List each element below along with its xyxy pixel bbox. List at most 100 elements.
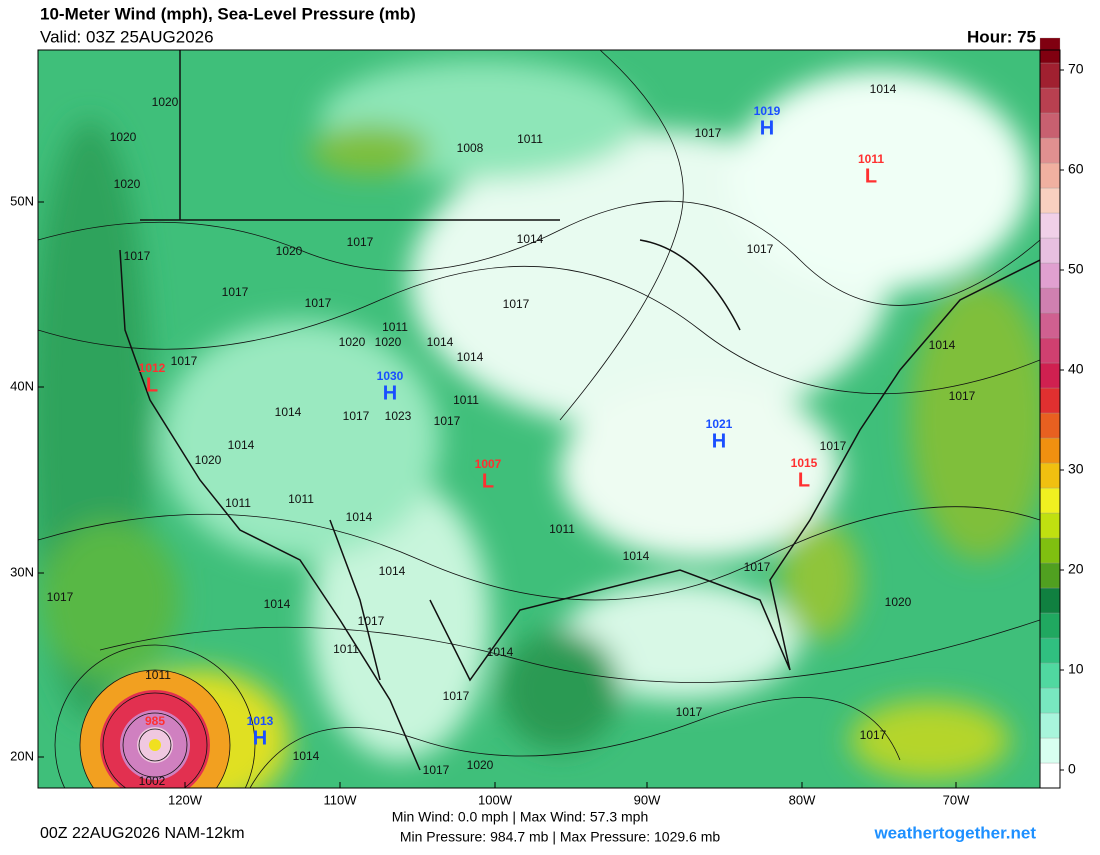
isobar-label: 1014: [487, 645, 514, 659]
isobar-label: 1017: [860, 728, 887, 742]
center-value: 1013: [247, 714, 274, 728]
lat-label: 50N: [10, 193, 34, 208]
isobar-label: 1014: [293, 749, 320, 763]
isobar-label: 1017: [343, 409, 370, 423]
isobar-label: 1017: [305, 296, 332, 310]
center-value: 1015: [791, 456, 818, 470]
isobar-label: 1017: [503, 297, 530, 311]
isobar-label: 1014: [623, 549, 650, 563]
isobar-label: 1014: [228, 438, 255, 452]
isobar-label: 1014: [379, 564, 406, 578]
colorbar-swatch: [1039, 312, 1061, 339]
isobar-label: 1014: [929, 338, 956, 352]
isobar-label: 1020: [885, 595, 912, 609]
isobar-label: 1011: [145, 668, 171, 682]
lon-label: 100W: [478, 792, 513, 807]
isobar-label: 1017: [347, 235, 374, 249]
isobar-label: 1014: [427, 335, 454, 349]
isobar-label: 1017: [222, 285, 249, 299]
center-letter: L: [865, 165, 877, 187]
lat-label: 40N: [10, 378, 34, 393]
isobar-label: 1014: [275, 405, 302, 419]
center-value: 1030: [377, 369, 404, 383]
isobar-label: 1014: [870, 82, 897, 96]
center-letter: H: [760, 117, 774, 139]
colorbar-swatch: [1039, 737, 1061, 764]
isobar-label: 1020: [375, 335, 402, 349]
colorbar-label: 20: [1068, 561, 1084, 577]
colorbar-swatch: [1039, 462, 1061, 489]
isobar-label: 1020: [339, 335, 366, 349]
colorbar-swatch: [1039, 412, 1061, 439]
isobar-label: 1017: [423, 763, 450, 777]
colorbar-swatch: [1039, 337, 1061, 364]
center-letter: H: [712, 430, 726, 452]
colorbar-label: 30: [1068, 461, 1084, 477]
colorbar-label: 50: [1068, 261, 1084, 277]
isobar-label: 1017: [47, 590, 74, 604]
colorbar-swatch: [1039, 187, 1061, 214]
model-run: 00Z 22AUG2026 NAM-12km: [40, 825, 245, 842]
site-credit[interactable]: weathertogether.net: [873, 823, 1036, 842]
colorbar-label: 0: [1068, 761, 1076, 777]
colorbar-swatch: [1039, 712, 1061, 739]
isobar-label: 1017: [124, 249, 151, 263]
isobar-label: 1017: [434, 414, 461, 428]
forecast-hour: Hour: 75: [967, 27, 1036, 46]
colorbar-swatch: [1039, 362, 1061, 389]
wind-stats: Min Wind: 0.0 mph | Max Wind: 57.3 mph: [392, 809, 649, 825]
colorbar-swatch: [1039, 237, 1061, 264]
colorbar-swatch: [1039, 437, 1061, 464]
colorbar-swatch: [1039, 562, 1061, 589]
center-value: 1021: [706, 417, 733, 431]
lat-label: 30N: [10, 564, 34, 579]
isobar-label: 1023: [385, 409, 412, 423]
isobar-label: 1011: [517, 132, 543, 146]
isobar-label: 1014: [264, 597, 291, 611]
lat-label: 20N: [10, 748, 34, 763]
isobar-label: 1020: [110, 130, 137, 144]
colorbar-swatch: [1039, 212, 1061, 239]
lon-label: 70W: [943, 792, 970, 807]
center-letter: H: [383, 382, 397, 404]
colorbar-swatch: [1039, 262, 1061, 289]
isobar-label: 1011: [288, 492, 314, 506]
colorbar-swatch: [1039, 287, 1061, 314]
lon-label: 80W: [789, 792, 816, 807]
center-value: 1012: [139, 361, 166, 375]
colorbar-swatch: [1039, 487, 1061, 514]
isobar-label: 1011: [225, 496, 251, 510]
center-value: 1019: [754, 104, 781, 118]
lon-label: 110W: [324, 792, 358, 807]
isobar-label: 1014: [346, 510, 373, 524]
colorbar-swatch: [1039, 587, 1061, 614]
isobar-label: 1020: [114, 177, 141, 191]
colorbar-swatch: [1039, 62, 1061, 89]
isobar-label: 1017: [358, 614, 385, 628]
isobar-label: 1017: [744, 560, 771, 574]
colorbar-label: 40: [1068, 361, 1084, 377]
isobar-label: 1011: [549, 522, 575, 536]
isobar-label: 1017: [171, 354, 198, 368]
isobar-label: 1017: [695, 126, 722, 140]
lon-label: 120W: [168, 792, 203, 807]
lon-label: 90W: [634, 792, 661, 807]
colorbar-swatch: [1039, 762, 1061, 789]
isobar-label: 1020: [195, 453, 222, 467]
isobar-label: 1017: [676, 705, 703, 719]
colorbar-swatch: [1039, 537, 1061, 564]
center-value: 1011: [858, 152, 884, 166]
isobar-label: 1020: [467, 758, 494, 772]
colorbar-frame: [1039, 49, 1061, 789]
isobar-label: 1017: [443, 689, 470, 703]
colorbar-swatch: [1039, 612, 1061, 639]
isobar-label: 1017: [949, 389, 976, 403]
isobar-label: 1014: [517, 232, 544, 246]
colorbar-swatch: [1039, 512, 1061, 539]
isobar-label: 1008: [457, 141, 484, 155]
colorbar-swatch: [1039, 387, 1061, 414]
isobar-label: 1014: [457, 350, 484, 364]
colorbar-swatch: [1039, 87, 1061, 114]
colorbar-swatch: [1039, 637, 1061, 664]
